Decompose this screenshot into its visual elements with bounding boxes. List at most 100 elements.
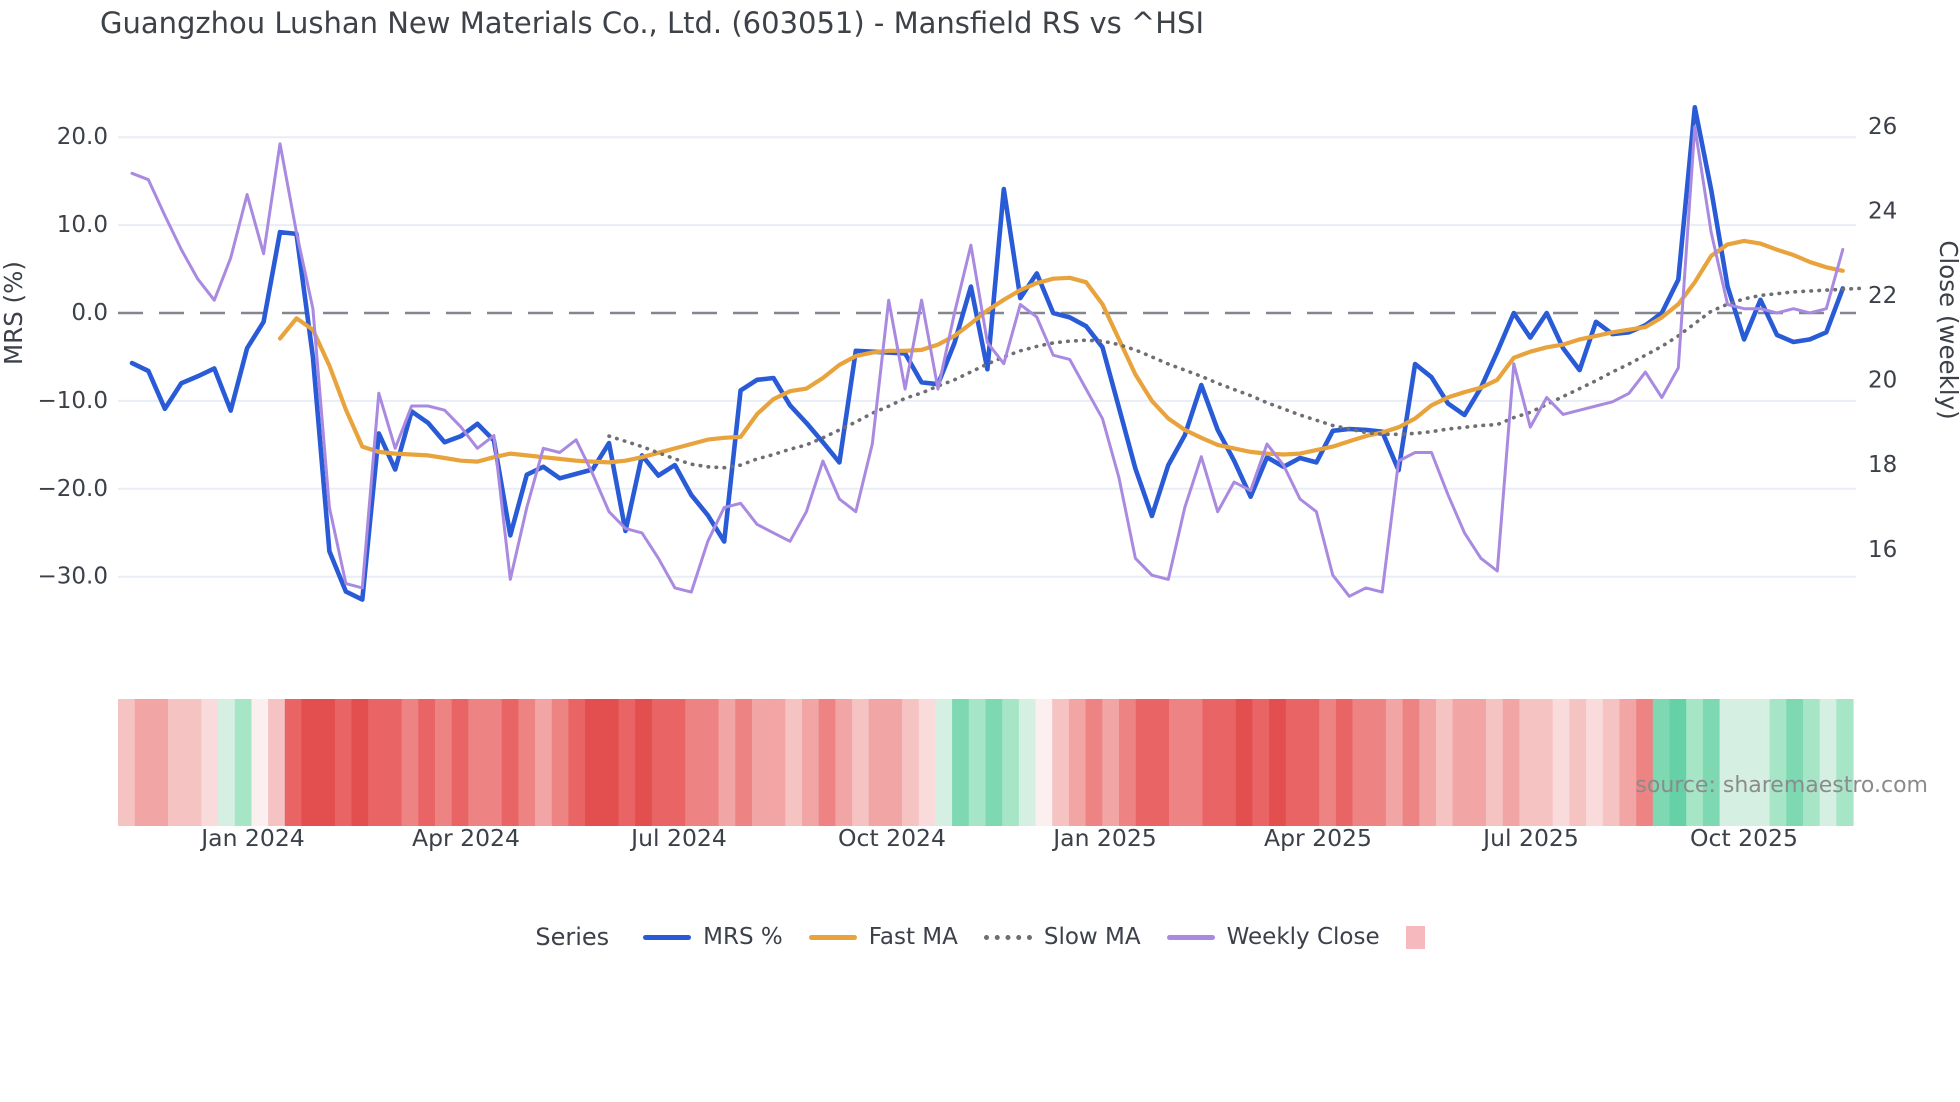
heatmap-cell [201, 699, 219, 826]
x-tick-label: Jan 2025 [1051, 824, 1157, 852]
y-left-tick-label: 20.0 [57, 124, 108, 150]
heatmap-cell [1202, 699, 1220, 826]
heatmap-cell [518, 699, 536, 826]
heatmap-cell [1335, 699, 1354, 826]
heatmap-cell [468, 699, 486, 826]
y-right-axis-title: Close (weekly) [1934, 240, 1960, 419]
heatmap-cell [852, 699, 870, 826]
heatmap-cell [1002, 699, 1020, 826]
heatmap-cell [1469, 699, 1487, 826]
y-left-tick-label: −10.0 [38, 388, 108, 414]
y-right-tick-label: 22 [1868, 283, 1897, 309]
heatmap-cell [1052, 699, 1070, 826]
heatmap-cell [1619, 699, 1637, 826]
legend-item-fast-ma: Fast MA [808, 924, 958, 950]
heatmap-cell [318, 699, 336, 826]
heatmap-cell [1369, 699, 1387, 826]
heatmap-cell [1569, 699, 1587, 826]
heatmap-cell [935, 699, 953, 826]
heatmap-cell [651, 699, 670, 826]
heatmap-cell [701, 699, 720, 826]
x-tick-label: Oct 2024 [838, 824, 946, 852]
heatmap-cell [485, 699, 503, 826]
heatmap-cell [1035, 699, 1053, 826]
heatmap-cell [1602, 699, 1621, 826]
heatmap-cell [1669, 699, 1687, 826]
heatmap-cell [1352, 699, 1370, 826]
heatmap-cell [1135, 699, 1153, 826]
heatmap-cell [1085, 699, 1103, 826]
heatmap-cell [535, 699, 553, 826]
heatmap-cell [585, 699, 603, 826]
x-tick-label: Oct 2025 [1690, 824, 1798, 852]
heatmap-cell [1819, 699, 1837, 826]
heatmap-cell [151, 699, 169, 826]
x-tick-label: Jan 2024 [199, 824, 305, 852]
heatmap-cell [368, 699, 386, 826]
series-weekly-close [130, 125, 1845, 598]
heatmap-cell [1385, 699, 1404, 826]
heatmap-cell [1436, 699, 1454, 826]
heatmap-cell [301, 699, 319, 826]
heatmap-cell [785, 699, 803, 826]
legend-item-label: Fast MA [868, 924, 958, 950]
y-left-tick-label: 10.0 [57, 212, 108, 238]
heatmap-cell [418, 699, 436, 826]
heatmap-cell [1803, 699, 1821, 826]
series-mrs- [129, 105, 1846, 602]
heatmap-cell [284, 699, 303, 826]
series-fast-ma [277, 238, 1845, 465]
heatmap-cell [1018, 699, 1037, 826]
heatmap-cell [1102, 699, 1120, 826]
heatmap-cell [184, 699, 202, 826]
legend-swatch-icon [1405, 925, 1425, 949]
heatmap-cell [218, 699, 236, 826]
heatmap-cell [1419, 699, 1437, 826]
chart-title: Guangzhou Lushan New Materials Co., Ltd.… [100, 6, 1204, 40]
heatmap-cell [818, 699, 836, 826]
heatmap-cell [885, 699, 903, 826]
heatmap-cell [1486, 699, 1504, 826]
heatmap-cell [835, 699, 853, 826]
heatmap-cell [1686, 699, 1704, 826]
x-tick-label: Jul 2025 [1481, 824, 1579, 852]
heatmap-cell [1536, 699, 1554, 826]
heatmap-cell [1702, 699, 1721, 826]
heatmap-cell [568, 699, 586, 826]
heatmap-cell [551, 699, 570, 826]
heatmap-cell [1252, 699, 1270, 826]
heatmap-cell [401, 699, 419, 826]
heatmap-cell [1219, 699, 1237, 826]
heatmap-cell [1519, 699, 1537, 826]
heatmap-cell [968, 699, 987, 826]
heatmap-cell [635, 699, 653, 826]
heatmap-cell [351, 699, 369, 826]
plot-area: 20.0 10.0 0.0 −10.0 −20.0 −30.0 26 24 22 20 18 16 Ja… [0, 40, 1960, 925]
legend: Series MRS % Fast MA Slow MA Weekly Close [0, 923, 1960, 951]
heatmap-cell [1452, 699, 1470, 826]
y-right-tick-label: 20 [1868, 368, 1897, 394]
heatmap-cell [868, 699, 886, 826]
y-right-tick-label: 26 [1868, 114, 1897, 140]
y-right-tick-label: 18 [1868, 452, 1897, 478]
heatmap-cell [918, 699, 937, 826]
y-left-tick-label: −20.0 [38, 476, 108, 502]
x-tick-label: Apr 2025 [1264, 824, 1372, 852]
heatmap-cell [985, 699, 1003, 826]
heatmap-cell [1068, 699, 1087, 826]
series-slow-ma [607, 286, 1862, 470]
heatmap-cell [1119, 699, 1137, 826]
heatmap-cell [435, 699, 453, 826]
heatmap-cell [685, 699, 703, 826]
heatmap-cell [1586, 699, 1604, 826]
heatmap-cell [1769, 699, 1787, 826]
heatmap-cell [268, 699, 286, 826]
heatmap-cell [668, 699, 686, 826]
heatmap-cell [1152, 699, 1170, 826]
x-tick-label: Apr 2024 [412, 824, 520, 852]
heatmap-cell [1719, 699, 1737, 826]
legend-item-label: Weekly Close [1226, 924, 1380, 950]
legend-item-mrs-: MRS % [643, 924, 783, 950]
heatmap-cell [1185, 699, 1203, 826]
heatmap-cell [768, 699, 786, 826]
